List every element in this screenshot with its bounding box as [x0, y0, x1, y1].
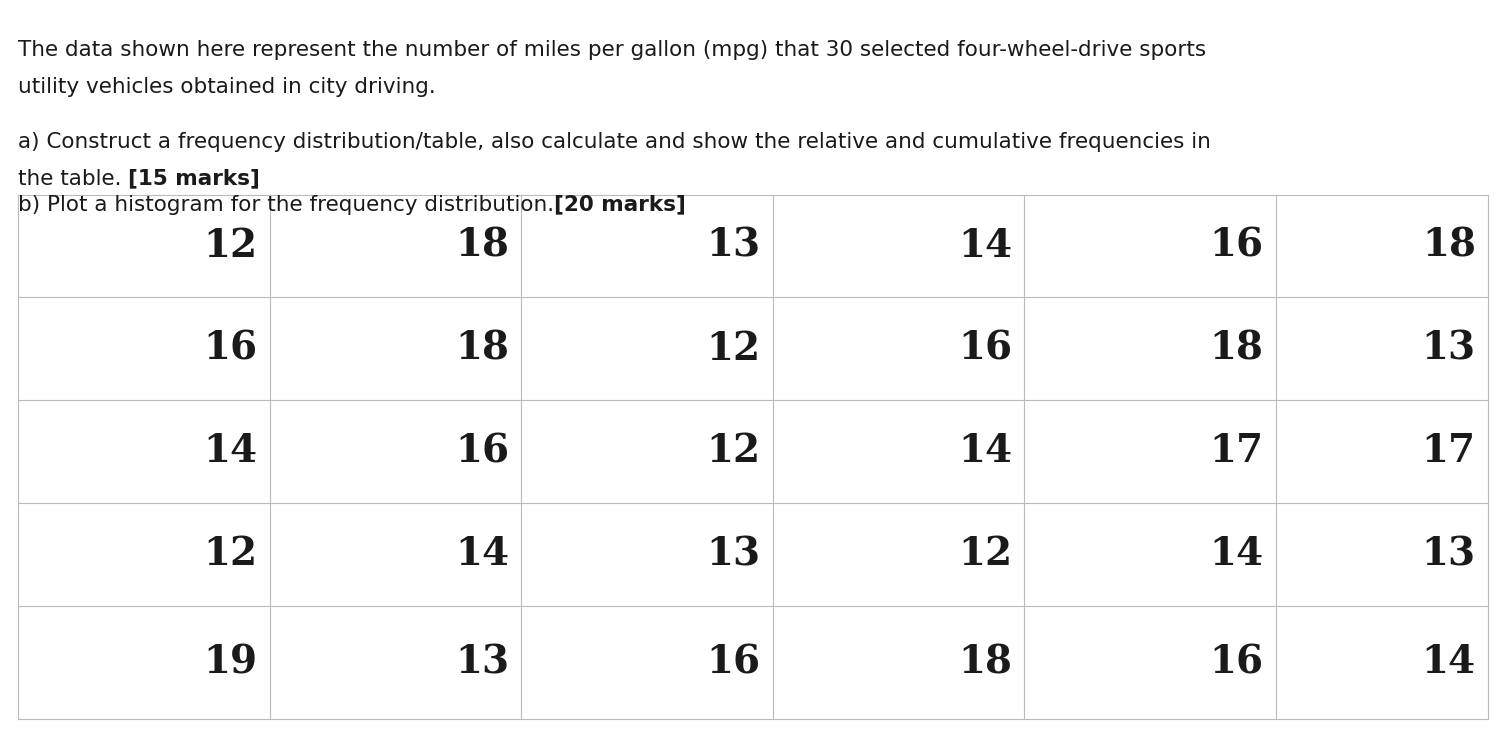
Text: 16: 16 [455, 432, 509, 470]
Text: 18: 18 [455, 227, 509, 265]
Text: The data shown here represent the number of miles per gallon (mpg) that 30 selec: The data shown here represent the number… [18, 40, 1206, 60]
Text: 18: 18 [1209, 330, 1264, 368]
Text: 13: 13 [1422, 535, 1476, 573]
Text: 14: 14 [1422, 644, 1476, 681]
Text: 17: 17 [1422, 432, 1476, 470]
Text: 18: 18 [455, 330, 509, 368]
Text: 14: 14 [1209, 535, 1264, 573]
Text: 16: 16 [706, 644, 761, 681]
Text: [15 marks]: [15 marks] [128, 169, 261, 189]
Text: 14: 14 [203, 432, 258, 470]
Text: 18: 18 [1422, 227, 1476, 265]
Text: 12: 12 [958, 535, 1012, 573]
Text: the table.: the table. [18, 169, 128, 189]
Text: 17: 17 [1209, 432, 1264, 470]
Text: 16: 16 [1209, 227, 1264, 265]
Text: 13: 13 [1422, 330, 1476, 368]
Text: 13: 13 [706, 227, 761, 265]
Text: 13: 13 [706, 535, 761, 573]
Text: 14: 14 [958, 227, 1012, 265]
Text: utility vehicles obtained in city driving.: utility vehicles obtained in city drivin… [18, 77, 435, 97]
Text: 18: 18 [958, 644, 1012, 681]
Text: 19: 19 [203, 644, 258, 681]
Text: b) Plot a histogram for the frequency distribution.: b) Plot a histogram for the frequency di… [18, 195, 554, 214]
Text: 16: 16 [203, 330, 258, 368]
Text: 13: 13 [455, 644, 509, 681]
Text: a) Construct a frequency distribution/table, also calculate and show the relativ: a) Construct a frequency distribution/ta… [18, 132, 1211, 152]
Text: 12: 12 [706, 330, 761, 368]
Text: 12: 12 [203, 227, 258, 265]
Text: 16: 16 [1209, 644, 1264, 681]
Text: 16: 16 [958, 330, 1012, 368]
Text: 14: 14 [455, 535, 509, 573]
Text: 14: 14 [958, 432, 1012, 470]
Text: [20 marks]: [20 marks] [554, 195, 687, 214]
Text: 12: 12 [706, 432, 761, 470]
Text: 12: 12 [203, 535, 258, 573]
